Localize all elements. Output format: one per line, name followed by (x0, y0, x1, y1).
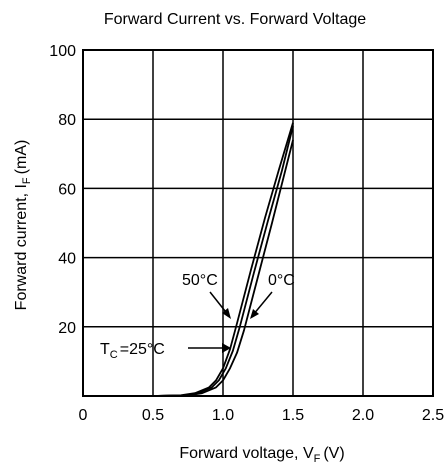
x-tick-label: 0 (79, 407, 88, 424)
y-axis-label: Forward current, IF(mA) (13, 140, 33, 311)
x-tick-labels: 0 0.5 1.0 1.5 2.0 2.5 (79, 407, 445, 424)
curve-series-2 (83, 139, 294, 397)
curves (83, 122, 294, 397)
chart-title: Forward Current vs. Forward Voltage (104, 11, 366, 28)
y-tick-label: 80 (58, 112, 76, 129)
x-axis-label: Forward voltage, VF (V) (179, 445, 344, 465)
y-tick-label: 40 (58, 251, 76, 268)
annotation-tc-25c: TC =25°C (100, 341, 165, 361)
y-tick-label: 100 (49, 43, 76, 60)
arrow-0c-head (250, 309, 259, 319)
y-tick-label: 60 (58, 181, 76, 198)
x-tick-label: 1.5 (282, 407, 304, 424)
x-tick-label: 2.5 (422, 407, 444, 424)
annotation-0c: 0°C (268, 272, 295, 289)
plot-frame (82, 49, 434, 397)
annotation-50c: 50°C (182, 272, 218, 289)
y-tick-labels: 20 40 60 80 100 (49, 43, 76, 337)
y-tick-label: 20 (58, 320, 76, 337)
arrow-50c-head (222, 308, 231, 319)
annotations: 50°C 0°C TC =25°C (100, 272, 295, 361)
x-tick-label: 0.5 (142, 407, 164, 424)
x-tick-label: 2.0 (352, 407, 374, 424)
x-tick-label: 1.0 (212, 407, 234, 424)
arrow-0c-line (252, 291, 273, 316)
arrow-tc-head (222, 343, 231, 353)
